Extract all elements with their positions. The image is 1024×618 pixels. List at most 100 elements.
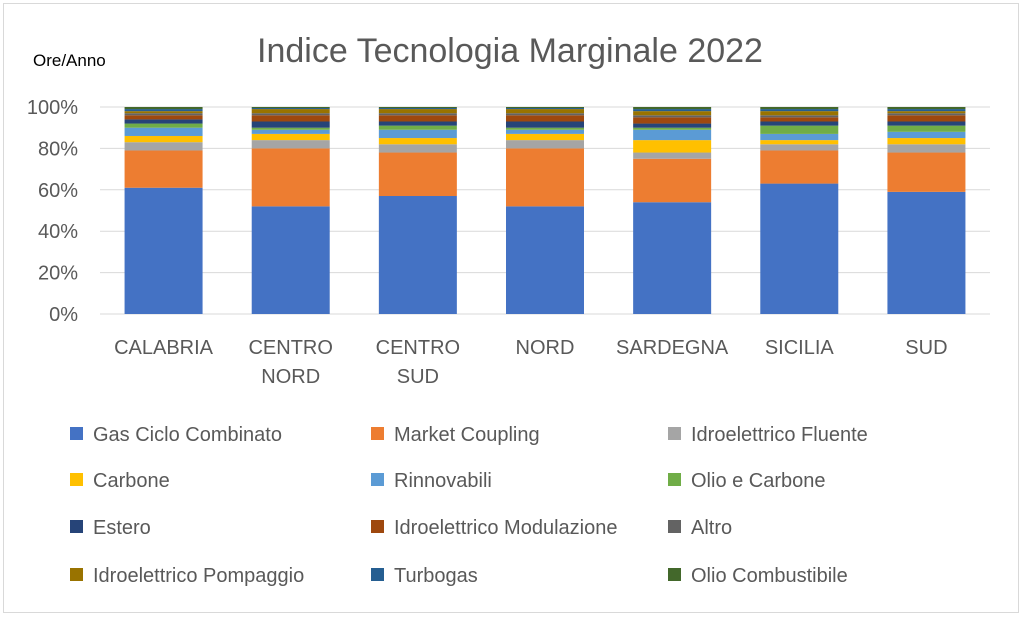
bar-segment — [506, 133, 584, 141]
bar-segment — [506, 148, 584, 207]
legend-swatch — [70, 473, 83, 486]
bar-segment — [506, 121, 584, 128]
bar-segment — [633, 127, 712, 130]
legend-swatch — [371, 568, 384, 581]
bar-segment — [760, 125, 839, 134]
bar-stack — [506, 107, 584, 314]
legend-label: Gas Ciclo Combinato — [93, 424, 282, 446]
legend-swatch — [70, 427, 83, 440]
bar-segment — [251, 109, 330, 114]
bar-segment — [760, 133, 839, 141]
bar-segment — [506, 129, 584, 134]
bar-segment — [760, 111, 839, 116]
y-tick-label: 80% — [38, 138, 78, 160]
legend-swatch — [371, 473, 384, 486]
bar-segment — [251, 115, 330, 122]
legend-label: Altro — [691, 517, 732, 539]
legend-label: Market Coupling — [394, 424, 540, 446]
legend-label: Olio e Carbone — [691, 470, 826, 492]
y-tick-label: 20% — [38, 263, 78, 285]
legend-swatch — [668, 568, 681, 581]
legend-item: Turbogas — [371, 565, 478, 587]
bar-segment — [124, 187, 203, 314]
legend-item: Idroelettrico Pompaggio — [70, 565, 304, 587]
legend-item: Gas Ciclo Combinato — [70, 424, 282, 446]
legend-swatch — [371, 520, 384, 533]
y-tick-label: 40% — [38, 221, 78, 243]
bar-segment — [760, 121, 839, 126]
bar-stack — [124, 107, 203, 314]
bar-segment — [887, 115, 966, 122]
bar-segment — [124, 113, 203, 116]
chart-title: Indice Tecnologia Marginale 2022 — [257, 32, 763, 70]
legend-swatch — [371, 427, 384, 440]
x-category-label: CENTRO — [248, 337, 332, 359]
bars — [124, 107, 966, 314]
bar-segment — [251, 206, 330, 314]
bar-segment — [887, 113, 966, 116]
legend-swatch — [668, 520, 681, 533]
x-axis-categories: CALABRIA CENTRO NORD CENTRO SUD NORD SARDEGNA S… — [114, 337, 947, 388]
bar-segment — [378, 129, 457, 139]
legend-label: Idroelettrico Modulazione — [394, 517, 617, 539]
bar-segment — [124, 119, 203, 124]
bar-segment — [378, 125, 457, 130]
bar-segment — [887, 138, 966, 145]
legend-label: Olio Combustibile — [691, 565, 848, 587]
bar-segment — [124, 107, 203, 110]
bar-segment — [124, 123, 203, 128]
bar-segment — [760, 140, 839, 145]
bar-segment — [760, 183, 839, 314]
bar-segment — [887, 111, 966, 114]
bar-segment — [760, 150, 839, 184]
bar-segment — [887, 109, 966, 112]
x-category-label: CALABRIA — [114, 337, 214, 359]
bar-segment — [633, 115, 712, 118]
bar-segment — [506, 127, 584, 130]
y-axis-label: Ore/Anno — [33, 51, 106, 70]
bar-segment — [633, 140, 712, 153]
x-category-label: SUD — [397, 366, 439, 388]
legend-swatch — [668, 427, 681, 440]
bar-segment — [378, 108, 457, 110]
bar-segment — [633, 117, 712, 124]
legend-item: Idroelettrico Fluente — [668, 424, 868, 446]
legend-label: Rinnovabili — [394, 470, 492, 492]
bar-segment — [887, 191, 966, 314]
bar-segment — [251, 121, 330, 128]
bar-segment — [124, 115, 203, 120]
bar-segment — [506, 115, 584, 122]
bar-stack — [378, 107, 457, 314]
bar-segment — [124, 127, 203, 136]
y-tick-label: 0% — [49, 304, 78, 326]
bar-segment — [760, 109, 839, 112]
bar-segment — [633, 123, 712, 128]
legend-label: Turbogas — [394, 565, 478, 587]
bar-segment — [251, 140, 330, 149]
bar-segment — [251, 107, 330, 109]
bar-stack — [251, 107, 330, 314]
y-axis-ticks: 0% 20% 40% 60% 80% 100% — [27, 97, 78, 326]
bar-segment — [887, 144, 966, 153]
bar-segment — [251, 127, 330, 130]
bar-segment — [251, 133, 330, 141]
bar-segment — [378, 196, 457, 314]
legend: Gas Ciclo Combinato Market Coupling Idroel… — [70, 424, 868, 587]
bar-segment — [506, 108, 584, 110]
bar-segment — [378, 113, 457, 116]
legend-label: Idroelettrico Pompaggio — [93, 565, 304, 587]
bar-segment — [887, 125, 966, 132]
y-tick-label: 100% — [27, 97, 78, 119]
bar-segment — [887, 131, 966, 139]
bar-segment — [251, 108, 330, 110]
legend-label: Carbone — [93, 470, 170, 492]
bar-segment — [633, 152, 712, 159]
legend-swatch — [70, 568, 83, 581]
legend-item: Market Coupling — [371, 424, 540, 446]
bar-stack — [887, 107, 966, 314]
bar-segment — [124, 135, 203, 143]
bar-segment — [633, 107, 712, 110]
legend-item: Olio e Carbone — [668, 470, 826, 492]
bar-segment — [506, 107, 584, 109]
bar-segment — [633, 158, 712, 203]
